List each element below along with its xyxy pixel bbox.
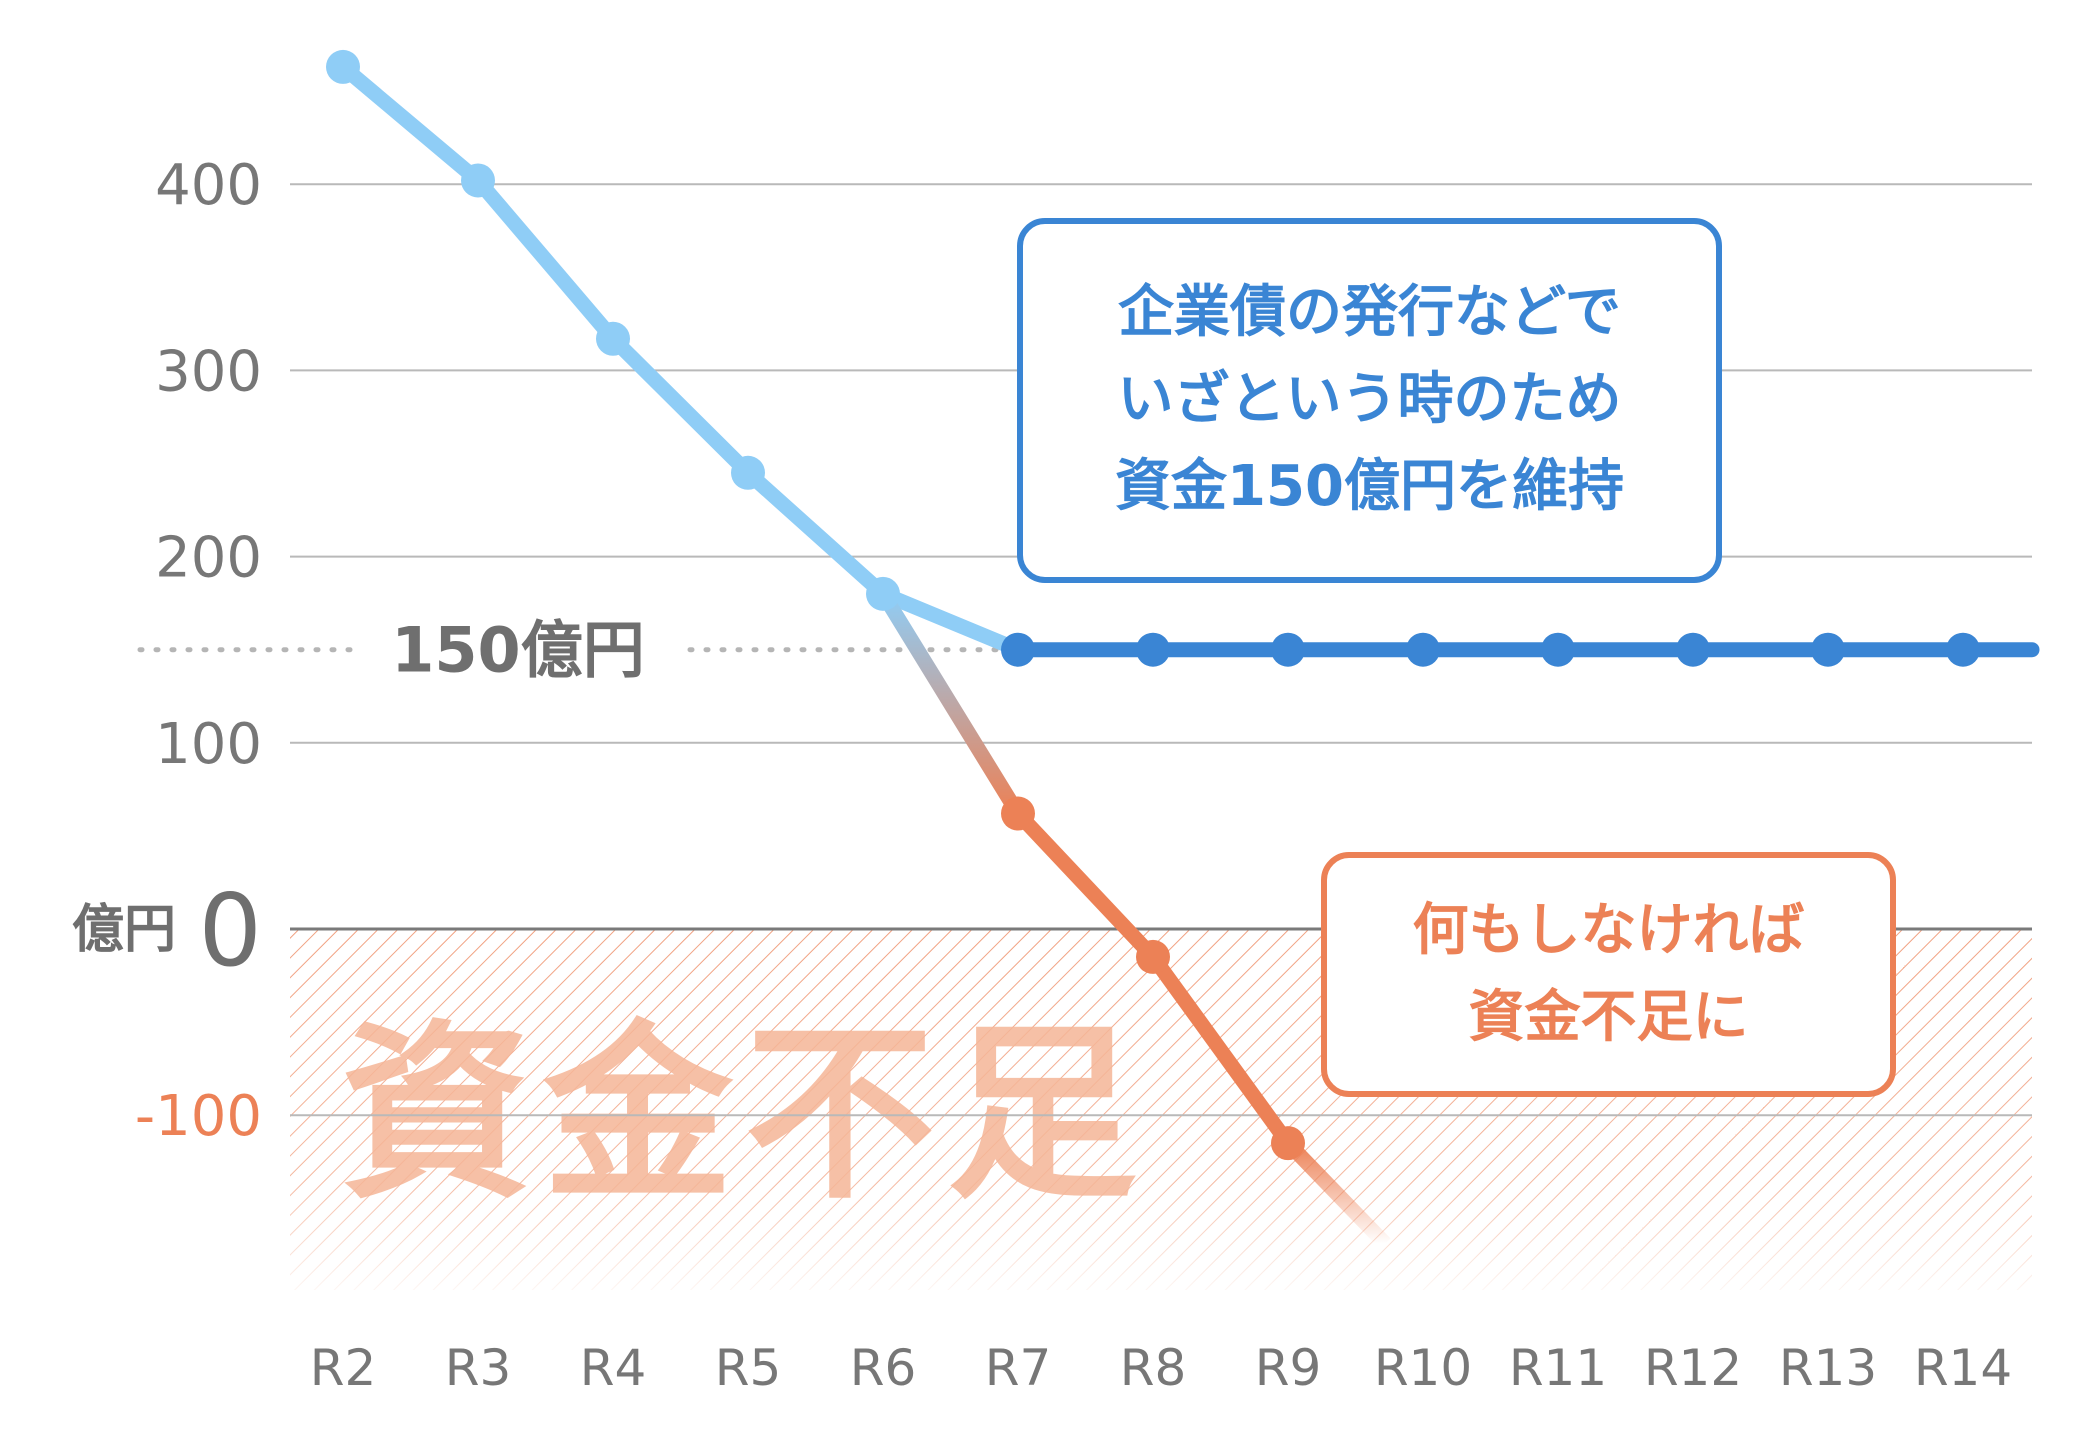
y-tick-label-200: 200 xyxy=(155,526,262,591)
point-maintain-r10 xyxy=(1406,632,1440,667)
series-nothing-transition xyxy=(875,586,1026,822)
reference-label: 150億円 xyxy=(391,614,644,687)
x-tick-label-r3: R3 xyxy=(445,1339,512,1397)
callout-maintain-line-1: 企業債の発行などで xyxy=(1118,280,1621,346)
point-maintain-r9 xyxy=(1271,632,1305,667)
callout-nothing-line-1: 何もしなければ xyxy=(1412,897,1805,963)
callout-maintain: 企業債の発行などで いざという時のため 資金150億円を維持 xyxy=(1017,218,1722,583)
x-tick-label-r6: R6 xyxy=(850,1339,917,1397)
point-maintain-r12 xyxy=(1676,632,1710,667)
callout-maintain-line-2: いざという時のため xyxy=(1117,367,1622,433)
series xyxy=(326,49,2040,1249)
point-maintain-r5 xyxy=(731,455,765,490)
point-maintain-r14 xyxy=(1946,632,1980,667)
point-maintain-r3 xyxy=(461,163,495,198)
point-nothing-r8 xyxy=(1136,939,1170,974)
callout-nothing: 何もしなければ 資金不足に xyxy=(1321,852,1896,1097)
x-tick-label-r7: R7 xyxy=(985,1339,1052,1397)
x-tick-label-r11: R11 xyxy=(1509,1339,1607,1397)
y-tick-label-300: 300 xyxy=(155,339,262,404)
x-tick-label-r9: R9 xyxy=(1255,1339,1322,1397)
x-tick-label-r4: R4 xyxy=(580,1339,647,1397)
point-maintain-r11 xyxy=(1541,632,1575,667)
point-maintain-r4 xyxy=(596,321,630,356)
y-tick-label-0: 0 xyxy=(198,872,262,989)
axes: 400 300 200 100 0 億円 -100 R2 R3 R4 R5 R6 R7 R8 R9 R10 R1… xyxy=(72,153,2012,1397)
y-tick-label-100: 100 xyxy=(155,712,262,777)
point-maintain-r8 xyxy=(1136,632,1170,667)
callout-nothing-line-2: 資金不足に xyxy=(1468,984,1749,1050)
point-nothing-r7 xyxy=(1001,796,1035,831)
x-tick-label-r10: R10 xyxy=(1374,1339,1472,1397)
point-maintain-r7 xyxy=(1001,632,1035,667)
series-nothing-tail xyxy=(1282,1137,1391,1249)
x-tick-label-r13: R13 xyxy=(1779,1339,1877,1397)
callout-maintain-line-3: 資金150億円を維持 xyxy=(1115,453,1624,519)
point-maintain-r2 xyxy=(326,49,360,84)
series-maintain-past-line xyxy=(335,59,1026,658)
x-tick-label-r12: R12 xyxy=(1644,1339,1742,1397)
x-tick-label-r5: R5 xyxy=(715,1339,782,1397)
x-tick-label-r8: R8 xyxy=(1120,1339,1187,1397)
y-axis-unit: 億円 xyxy=(72,900,176,960)
reference-line: 150億円 xyxy=(137,614,1013,687)
y-tick-label-400: 400 xyxy=(155,153,262,218)
x-tick-label-r2: R2 xyxy=(310,1339,377,1397)
point-maintain-r6 xyxy=(866,576,900,611)
x-tick-label-r14: R14 xyxy=(1914,1339,2012,1397)
point-nothing-r9 xyxy=(1271,1126,1305,1161)
y-tick-label-neg100: -100 xyxy=(135,1084,262,1149)
point-maintain-r13 xyxy=(1811,632,1845,667)
